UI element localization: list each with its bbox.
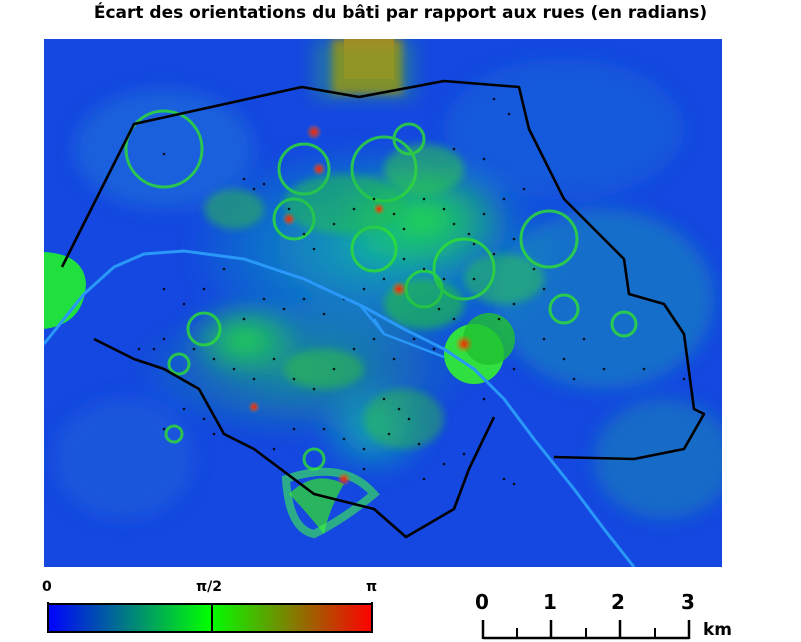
scalebar-tick-label-3: 3: [681, 590, 695, 614]
red-hotspots: [248, 124, 473, 486]
colorbar-tick-label-0: 0: [42, 579, 52, 595]
map-title: Écart des orientations du bâti par rappo…: [93, 3, 708, 23]
top-hotspot: [314, 39, 414, 99]
scalebar: [481, 620, 691, 640]
colorbar-gradient: [47, 603, 373, 633]
legend-area: 0 π/2 π 0 1 2 3 km: [0, 576, 801, 641]
river-branch: [358, 303, 445, 359]
colorbar-tick-label-2: π: [366, 579, 378, 595]
city-boundary-south: [93, 337, 496, 539]
building-dots: [137, 97, 686, 486]
scalebar-tick-label-2: 2: [611, 590, 625, 614]
scalebar-unit: km: [703, 620, 733, 640]
colorbar: [47, 602, 373, 633]
scalebar-tick-label-0: 0: [475, 590, 489, 614]
scalebar-tick-label-1: 1: [543, 590, 557, 614]
orientation-map: [44, 39, 722, 567]
green-blobs: [44, 144, 544, 539]
city-boundary: [60, 79, 706, 461]
river: [44, 249, 636, 567]
colorbar-tick-label-1: π/2: [196, 579, 222, 595]
